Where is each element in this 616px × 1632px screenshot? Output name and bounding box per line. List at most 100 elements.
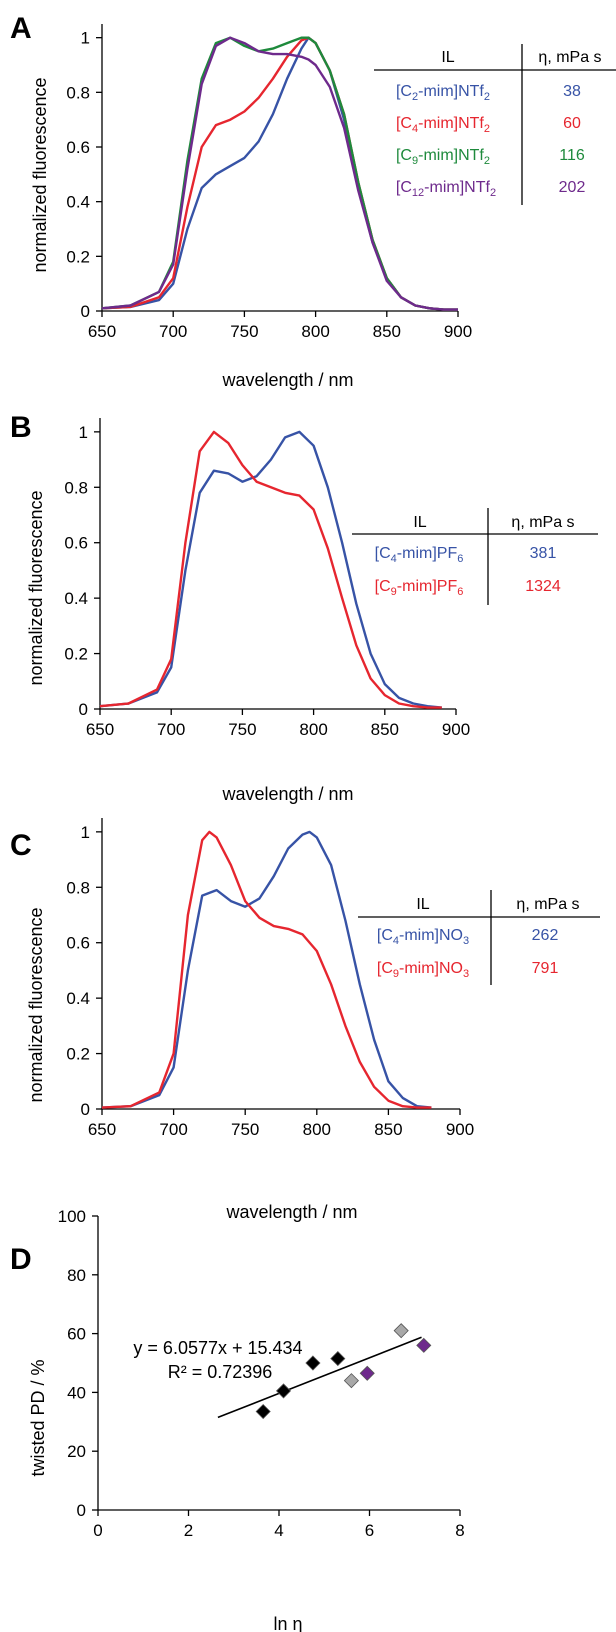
panel-b-ylabel: normalized fluorescence bbox=[26, 490, 46, 685]
panel-d-xlabel: ln η bbox=[273, 1614, 302, 1632]
y-tick-label: 60 bbox=[67, 1325, 86, 1344]
x-tick-label: 800 bbox=[301, 322, 329, 341]
x-tick-label: 700 bbox=[157, 720, 185, 739]
x-tick-label: 900 bbox=[444, 322, 472, 341]
table-head-eta: η, mPa s bbox=[538, 49, 601, 66]
panel-d-letter: D bbox=[10, 1243, 32, 1276]
series-line bbox=[101, 830, 432, 1109]
table-row-il: [C4-mim]PF6 bbox=[375, 545, 464, 565]
y-tick-label: 1 bbox=[81, 29, 90, 48]
x-tick-label: 850 bbox=[373, 322, 401, 341]
data-point bbox=[255, 1403, 271, 1420]
x-tick-label: 850 bbox=[374, 1120, 402, 1139]
panel-c-ylabel: normalized fluorescence bbox=[26, 907, 46, 1102]
table-row-il: [C9-mim]PF6 bbox=[375, 578, 464, 598]
fit-r-squared: R² = 0.72396 bbox=[168, 1362, 273, 1382]
x-tick-label: 750 bbox=[228, 720, 256, 739]
x-tick-label: 800 bbox=[299, 720, 327, 739]
x-tick-label: 750 bbox=[231, 1120, 259, 1139]
panel-a-plot: 650 700 750 800 850 900 0 0.2 0.4 0.6 0.8 1 bbox=[66, 24, 472, 341]
series-line bbox=[101, 36, 458, 311]
data-point bbox=[359, 1365, 375, 1381]
y-tick-label: 0.4 bbox=[66, 193, 90, 212]
panel-a-xlabel: wavelength / nm bbox=[221, 370, 353, 390]
table-row-il: [C4-mim]NO3 bbox=[377, 927, 469, 947]
panel-b-plot: 650 700 750 800 850 900 0 0.2 0.4 0.6 0.8 1 bbox=[64, 418, 470, 739]
y-tick-label: 20 bbox=[67, 1442, 86, 1461]
x-tick-label: 750 bbox=[230, 322, 258, 341]
x-tick-label: 4 bbox=[274, 1521, 283, 1540]
table-row-eta: 381 bbox=[530, 545, 557, 562]
y-tick-label: 100 bbox=[58, 1207, 86, 1226]
x-tick-label: 2 bbox=[184, 1521, 193, 1540]
table-row-il: [C2-mim]NTf2 bbox=[396, 83, 490, 103]
y-tick-label: 40 bbox=[67, 1383, 86, 1402]
panel-c-plot: 650 700 750 800 850 900 0 0.2 0.4 0.6 0.8 1 bbox=[66, 818, 474, 1139]
y-tick-label: 0.8 bbox=[66, 83, 90, 102]
x-tick-label: 650 bbox=[88, 1120, 116, 1139]
series-line bbox=[101, 36, 458, 311]
table-head-il: IL bbox=[416, 896, 429, 913]
table-head-il: IL bbox=[441, 49, 454, 66]
data-point bbox=[416, 1337, 432, 1353]
series-line bbox=[101, 36, 458, 311]
y-tick-label: 1 bbox=[81, 823, 90, 842]
y-tick-label: 0.2 bbox=[66, 247, 90, 266]
x-tick-label: 650 bbox=[86, 720, 114, 739]
y-tick-label: 80 bbox=[67, 1266, 86, 1285]
y-tick-label: 0.2 bbox=[66, 1045, 90, 1064]
table-row-eta: 60 bbox=[563, 115, 581, 132]
y-tick-label: 0 bbox=[79, 700, 88, 719]
x-tick-label: 800 bbox=[303, 1120, 331, 1139]
y-tick-label: 1 bbox=[79, 423, 88, 442]
series-line bbox=[101, 830, 432, 1109]
x-tick-label: 0 bbox=[93, 1521, 102, 1540]
series-line bbox=[99, 430, 442, 709]
x-tick-label: 6 bbox=[365, 1521, 374, 1540]
table-row-eta: 116 bbox=[559, 147, 585, 164]
panel-d-ylabel: twisted PD / % bbox=[28, 1359, 48, 1476]
table-head-eta: η, mPa s bbox=[516, 896, 579, 913]
y-tick-label: 0 bbox=[81, 302, 90, 321]
x-tick-label: 700 bbox=[159, 322, 187, 341]
fit-equation: y = 6.0577x + 15.434 bbox=[133, 1338, 302, 1358]
x-tick-label: 8 bbox=[455, 1521, 464, 1540]
y-tick-label: 0 bbox=[81, 1100, 90, 1119]
table-row-il: [C9-mim]NTf2 bbox=[396, 147, 490, 167]
y-tick-label: 0.6 bbox=[66, 138, 90, 157]
panel-a-letter: A bbox=[10, 12, 32, 45]
data-point bbox=[275, 1383, 292, 1399]
data-point bbox=[393, 1323, 409, 1339]
data-point bbox=[330, 1351, 346, 1367]
y-tick-label: 0.4 bbox=[66, 989, 90, 1008]
panel-c-letter: C bbox=[10, 829, 32, 862]
series-line bbox=[99, 430, 442, 709]
table-row-eta: 262 bbox=[532, 927, 559, 944]
y-tick-label: 0.8 bbox=[64, 478, 88, 497]
table-row-il: [C12-mim]NTf2 bbox=[396, 179, 496, 199]
x-tick-label: 850 bbox=[371, 720, 399, 739]
x-tick-label: 650 bbox=[88, 322, 116, 341]
table-row-eta: 38 bbox=[563, 83, 581, 100]
table-row-eta: 791 bbox=[532, 960, 559, 977]
panel-a-ylabel: normalized fluorescence bbox=[30, 77, 50, 272]
table-row-il: [C9-mim]NO3 bbox=[377, 960, 469, 980]
data-point bbox=[305, 1355, 321, 1371]
x-tick-label: 700 bbox=[159, 1120, 187, 1139]
panel-c-legend-table: IL η, mPa s [C4-mim]NO3 262 [C9-mim]NO3 … bbox=[358, 890, 600, 985]
data-point bbox=[343, 1373, 359, 1389]
panel-b: B 650 700 750 800 850 900 0 0.2 0.4 0.6 0.8 1 wavel… bbox=[10, 411, 598, 804]
y-tick-label: 0.6 bbox=[64, 534, 88, 553]
table-row-eta: 202 bbox=[559, 179, 586, 196]
y-tick-label: 0.2 bbox=[64, 645, 88, 664]
table-row-il: [C4-mim]NTf2 bbox=[396, 115, 490, 135]
y-tick-label: 0 bbox=[77, 1501, 86, 1520]
y-tick-label: 0.4 bbox=[64, 589, 88, 608]
table-head-eta: η, mPa s bbox=[511, 514, 574, 531]
panel-b-legend-table: IL η, mPa s [C4-mim]PF6 381 [C9-mim]PF6 … bbox=[352, 508, 598, 605]
series-line bbox=[101, 36, 458, 311]
panel-a-legend-table: IL η, mPa s [C2-mim]NTf2 38 [C4-mim]NTf2… bbox=[374, 44, 616, 205]
panel-b-xlabel: wavelength / nm bbox=[221, 784, 353, 804]
